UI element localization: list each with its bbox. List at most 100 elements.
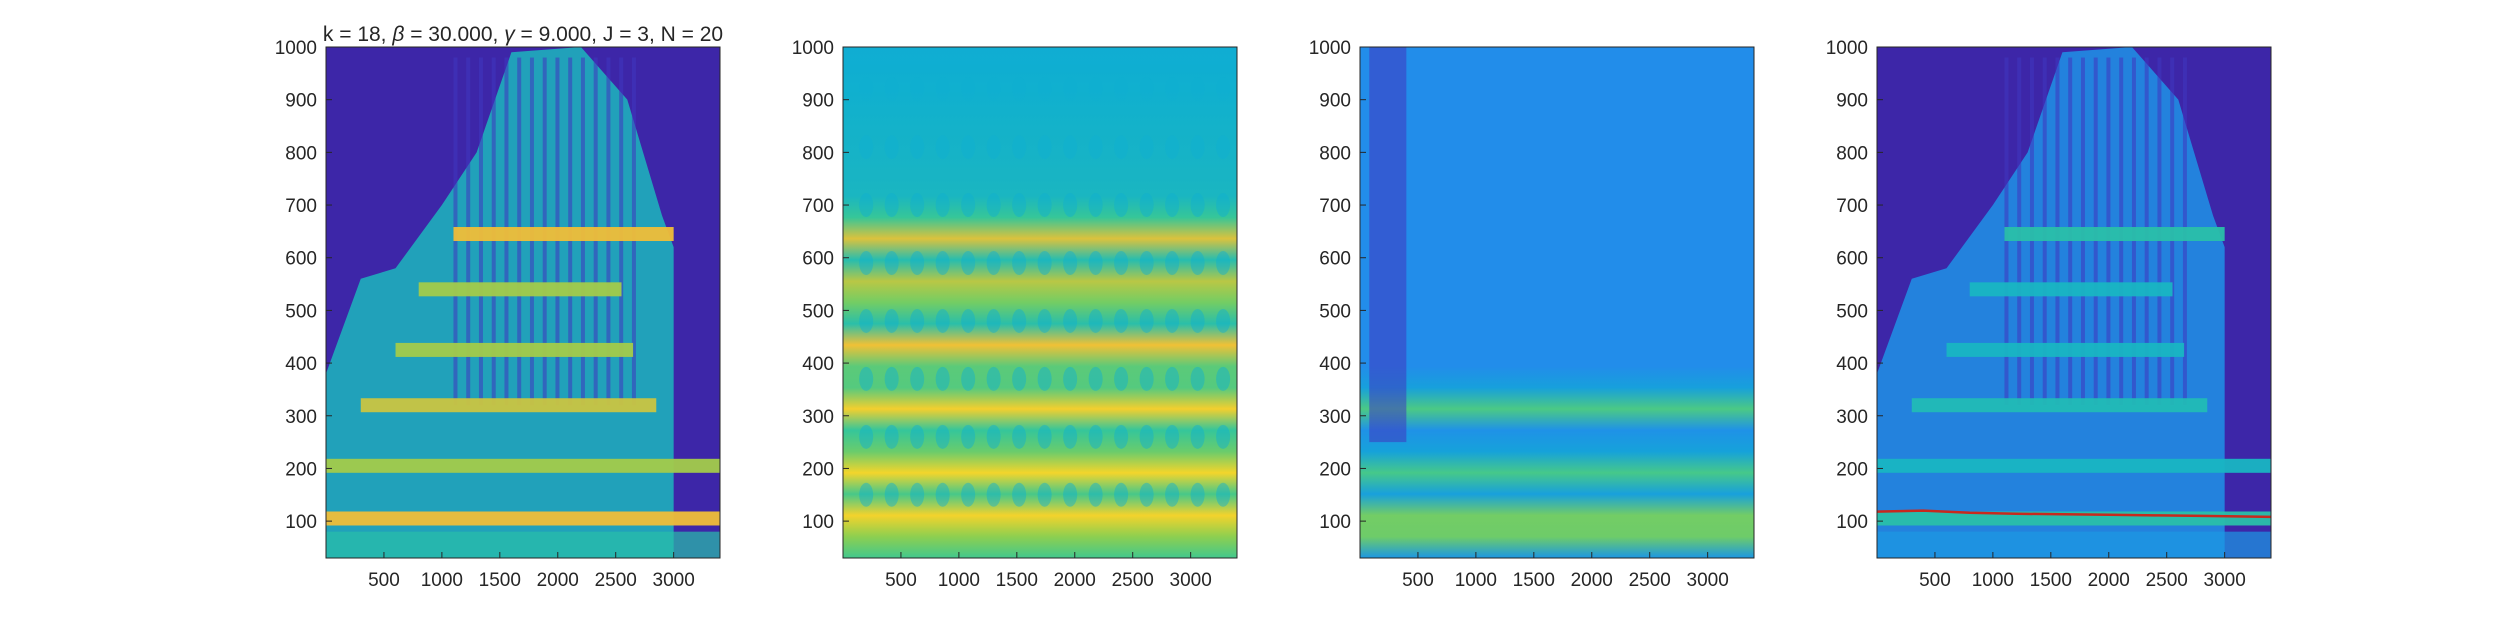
spectrogram-field [843, 47, 1237, 558]
y-tick-label: 800 [1836, 143, 1868, 164]
y-tick-label: 500 [802, 301, 834, 322]
y-tick-label: 800 [285, 143, 317, 164]
blob [910, 250, 925, 275]
y-tick-label: 900 [285, 91, 317, 112]
ridge [453, 227, 674, 242]
y-tick-label: 500 [1319, 301, 1351, 322]
panel-title-part: k = 18, [323, 23, 392, 46]
y-tick-label: 200 [802, 459, 834, 480]
y-tick-label: 1000 [1309, 38, 1351, 59]
y-tick-label: 100 [285, 512, 317, 533]
blob [884, 366, 899, 391]
ridge [1946, 342, 2185, 357]
y-tick-label: 400 [1836, 354, 1868, 375]
blob [1088, 482, 1103, 507]
blob [935, 366, 950, 391]
x-tick-label: 2500 [1112, 570, 1154, 591]
dark-column [1369, 47, 1407, 443]
y-tick-label: 400 [1319, 354, 1351, 375]
blob [1012, 424, 1027, 449]
blob [935, 424, 950, 449]
ridge [418, 282, 622, 297]
blob [986, 77, 1001, 102]
blob [1165, 308, 1180, 333]
low-band [1877, 531, 2271, 558]
y-tick-label: 200 [1836, 459, 1868, 480]
blob [1063, 193, 1078, 218]
blob [910, 482, 925, 507]
blob [986, 366, 1001, 391]
blob [1190, 308, 1205, 333]
panel-4: 500 1000 1500 2000 2500 3000 100 200 300 400 500 60… [1826, 38, 2272, 591]
blob [1190, 482, 1205, 507]
blob [1216, 308, 1231, 333]
y-tick-label: 600 [1836, 249, 1868, 270]
blob [935, 482, 950, 507]
panel-2: 500 1000 1500 2000 2500 3000 100 200 300 400 500 60… [792, 38, 1238, 591]
y-tick-label: 500 [1836, 301, 1868, 322]
blob [1088, 308, 1103, 333]
y-tick-label: 700 [1319, 196, 1351, 217]
blob [859, 250, 874, 275]
blob [986, 135, 1001, 160]
y-tick-label: 600 [802, 249, 834, 270]
y-tick-label: 500 [285, 301, 317, 322]
y-tick-label: 700 [285, 196, 317, 217]
blob [1114, 250, 1129, 275]
x-tick-label: 500 [1402, 570, 1434, 591]
blob [1012, 193, 1027, 218]
blob [884, 135, 899, 160]
y-tick-label: 400 [802, 354, 834, 375]
panel-title-part: β [391, 23, 404, 46]
x-tick-label: 3000 [2204, 570, 2246, 591]
blob [1037, 366, 1052, 391]
blob [1216, 482, 1231, 507]
blob [1165, 482, 1180, 507]
blob [859, 308, 874, 333]
blob [859, 77, 874, 102]
blob [935, 308, 950, 333]
blob [1114, 77, 1129, 102]
blob [1190, 424, 1205, 449]
blob [961, 135, 976, 160]
blob [884, 193, 899, 218]
y-tick-label: 700 [1836, 196, 1868, 217]
blob [1088, 77, 1103, 102]
blob [935, 135, 950, 160]
x-tick-label: 2500 [2146, 570, 2188, 591]
y-tick-label: 600 [1319, 249, 1351, 270]
ridge [326, 458, 720, 473]
y-tick-label: 1000 [792, 38, 834, 59]
y-tick-label: 800 [802, 143, 834, 164]
blob [910, 77, 925, 102]
blob [1139, 193, 1154, 218]
blob [1088, 250, 1103, 275]
blob [961, 308, 976, 333]
blob [1190, 135, 1205, 160]
y-tick-label: 100 [802, 512, 834, 533]
blob [961, 250, 976, 275]
x-tick-label: 2500 [595, 570, 637, 591]
blob [1063, 77, 1078, 102]
blob [910, 135, 925, 160]
ridge [2004, 227, 2225, 242]
x-tick-label: 1500 [479, 570, 521, 591]
y-tick-label: 100 [1836, 512, 1868, 533]
blob [1139, 308, 1154, 333]
blob [910, 308, 925, 333]
blob [1139, 482, 1154, 507]
blob [1088, 135, 1103, 160]
blob [1088, 424, 1103, 449]
panel-title: k = 18, β = 30.000, γ = 9.000, J = 3, N … [323, 23, 723, 46]
ridge [1911, 398, 2208, 413]
y-tick-label: 700 [802, 196, 834, 217]
blob [1037, 308, 1052, 333]
spectrogram-field [1360, 47, 1754, 558]
blob [1190, 366, 1205, 391]
blob [1063, 366, 1078, 391]
ridge [326, 511, 720, 526]
blob [1139, 77, 1154, 102]
blob [1037, 424, 1052, 449]
x-tick-label: 1500 [996, 570, 1038, 591]
blob [986, 308, 1001, 333]
